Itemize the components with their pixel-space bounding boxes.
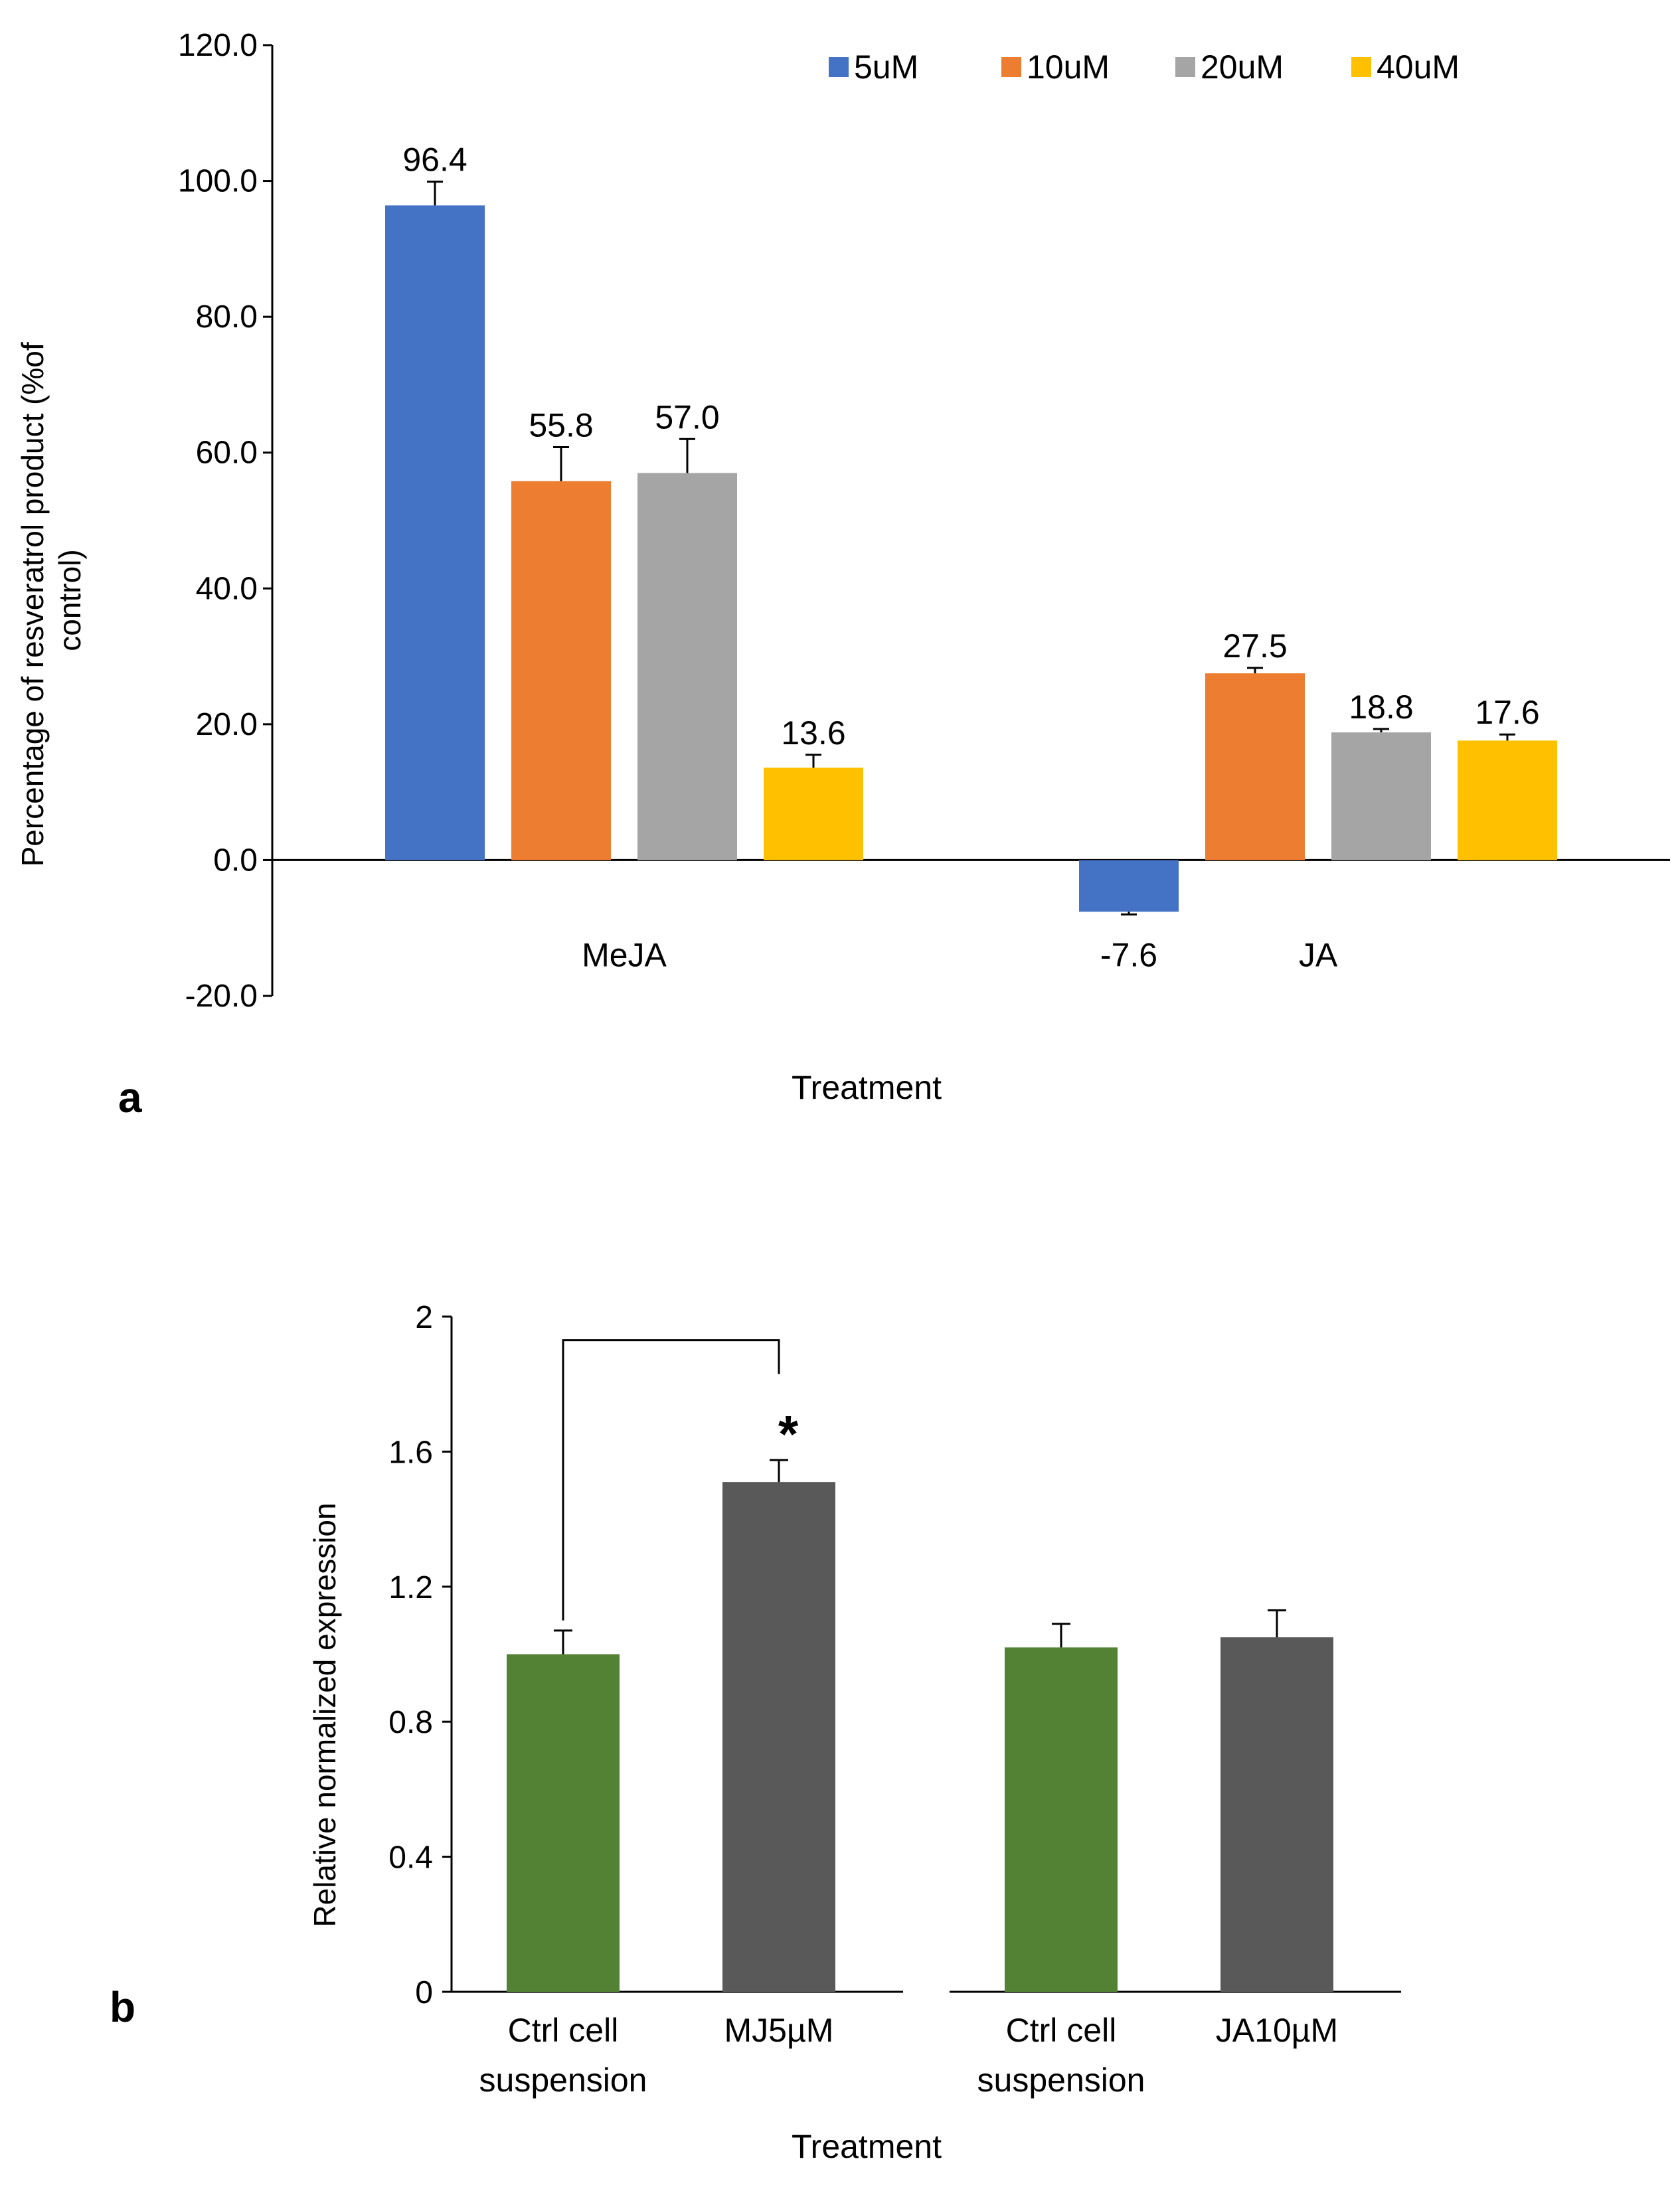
y-tick-label: 2 xyxy=(415,1300,433,1335)
legend-swatch xyxy=(1175,57,1195,77)
x-category-label: Ctrl cell xyxy=(1006,2012,1117,2049)
x-category-label: suspension xyxy=(479,2062,647,2099)
y-tick-label: 40.0 xyxy=(196,571,258,606)
legend-label: 20uM xyxy=(1201,48,1284,86)
x-category-label: JA xyxy=(1299,936,1338,973)
x-category-label: JA10µM xyxy=(1216,2012,1338,2049)
panel-a-letter: a xyxy=(118,1074,142,1121)
data-label: 18.8 xyxy=(1349,688,1413,726)
bar-5uM-JA xyxy=(1079,860,1179,912)
bar-2 xyxy=(1005,1647,1118,1992)
bar-3 xyxy=(1220,1637,1333,1992)
y-tick-label: 120.0 xyxy=(178,28,258,63)
panel-a-y-axis-label: Percentage of resveratrol product (%of c… xyxy=(15,334,87,867)
y-axis-label-line-1: Percentage of resveratrol product (%of xyxy=(15,342,50,866)
y-axis-label-line-2: control) xyxy=(52,549,87,651)
panel-a-labels: 96.4 -7.6 55.8 27.5 57.0 18.8 13.6 17.6 MeJA JA xyxy=(402,141,1539,974)
legend-swatch xyxy=(1001,57,1021,77)
panel-b-y-axis-label: Relative normalized expression xyxy=(307,1502,342,1927)
bar-10uM-JA xyxy=(1205,673,1305,860)
x-category-label: MeJA xyxy=(582,936,667,973)
x-category-label: MJ5µM xyxy=(724,2012,834,2049)
data-label: 96.4 xyxy=(402,141,467,179)
legend-label: 5uM xyxy=(854,48,918,86)
bar-1 xyxy=(722,1482,835,1992)
bar-20uM-MeJA xyxy=(637,473,737,860)
data-label: -7.6 xyxy=(1100,936,1157,973)
legend-label: 40uM xyxy=(1377,48,1460,86)
data-label: 17.6 xyxy=(1475,694,1539,731)
data-label: 55.8 xyxy=(529,407,593,444)
panel-a-axes: -20.0 0.0 20.0 40.0 60.0 80.0 100.0 120.0 xyxy=(178,28,1670,1014)
bar-20uM-JA xyxy=(1331,732,1431,860)
y-tick-label: 0.8 xyxy=(388,1705,433,1740)
panel-a-legend: 5uM 10uM 20uM 40uM xyxy=(829,48,1460,86)
panel-b-axes: 0 0.4 0.8 1.2 1.6 2 xyxy=(388,1300,1401,2010)
y-tick-label: 80.0 xyxy=(196,299,258,335)
panel-b-x-axis-label: Treatment xyxy=(792,2128,942,2165)
y-tick-label: 1.6 xyxy=(388,1435,433,1470)
significance-bracket xyxy=(562,1339,780,1621)
legend-label: 10uM xyxy=(1027,48,1110,86)
panel-b-letter: b xyxy=(110,1983,135,2031)
panel-a-x-axis-label: Treatment xyxy=(792,1069,942,1106)
x-category-label: Ctrl cell xyxy=(508,2012,619,2049)
data-label: 27.5 xyxy=(1222,627,1287,665)
y-tick-label: 0.4 xyxy=(388,1840,433,1876)
bar-0 xyxy=(507,1654,620,1992)
significance-star: * xyxy=(778,1405,799,1463)
bar-40uM-JA xyxy=(1458,740,1557,860)
y-tick-label: 20.0 xyxy=(196,707,258,742)
bar-5uM-MeJA xyxy=(385,205,485,860)
bar-10uM-MeJA xyxy=(511,481,611,860)
y-tick-label: 100.0 xyxy=(178,164,258,199)
panel-b-labels: Ctrl cell suspension MJ5µM Ctrl cell suspens… xyxy=(479,1339,1338,2099)
bar-40uM-MeJA xyxy=(764,768,863,860)
data-label: 13.6 xyxy=(781,714,845,752)
panel-b-bars xyxy=(507,1459,1333,1992)
y-tick-label: 1.2 xyxy=(388,1570,433,1605)
y-tick-label: -20.0 xyxy=(185,979,258,1014)
legend-swatch xyxy=(829,57,849,77)
y-tick-label: 0.0 xyxy=(213,843,258,878)
y-tick-label: 0 xyxy=(415,1975,433,2010)
x-category-label: suspension xyxy=(977,2062,1145,2099)
panel-a-bars xyxy=(385,181,1557,916)
y-tick-label: 60.0 xyxy=(196,436,258,471)
legend-swatch xyxy=(1351,57,1371,77)
data-label: 57.0 xyxy=(655,398,719,436)
